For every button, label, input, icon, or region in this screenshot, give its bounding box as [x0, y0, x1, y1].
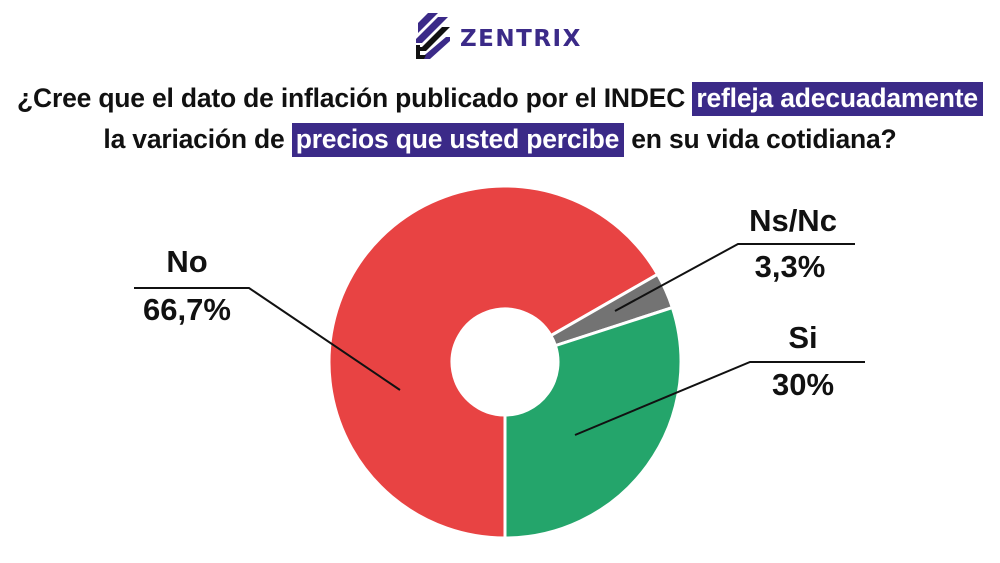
brand-logo: ZENTRIX [412, 10, 582, 62]
label-nsnc-value: 3,3% [754, 249, 826, 284]
title-text-2: la variación de [103, 124, 292, 154]
title-highlight-1: refleja adecuadamente [692, 82, 983, 116]
label-si-name: Si [788, 320, 818, 355]
label-no-name: No [166, 244, 208, 279]
title-text-1: ¿Cree que el dato de inflación publicado… [17, 83, 693, 113]
label-nsnc-name: Ns/Nc [749, 203, 837, 238]
leader-line-nsnc [614, 243, 855, 312]
label-no-value: 66,7% [143, 292, 231, 327]
leader-line-no [134, 287, 401, 391]
leader-line-si [574, 361, 865, 436]
chart-title: ¿Cree que el dato de inflación publicado… [0, 78, 1000, 160]
zentrix-logo-icon [416, 13, 450, 59]
slice-no [327, 184, 660, 540]
brand-name: ZENTRIX [460, 26, 582, 52]
donut-slices [327, 184, 683, 540]
label-si-value: 30% [771, 367, 835, 402]
leader-lines [134, 243, 865, 436]
slice-si [503, 306, 683, 540]
title-text-3: en su vida cotidiana? [624, 124, 897, 154]
title-highlight-2: precios que usted percibe [291, 123, 625, 157]
